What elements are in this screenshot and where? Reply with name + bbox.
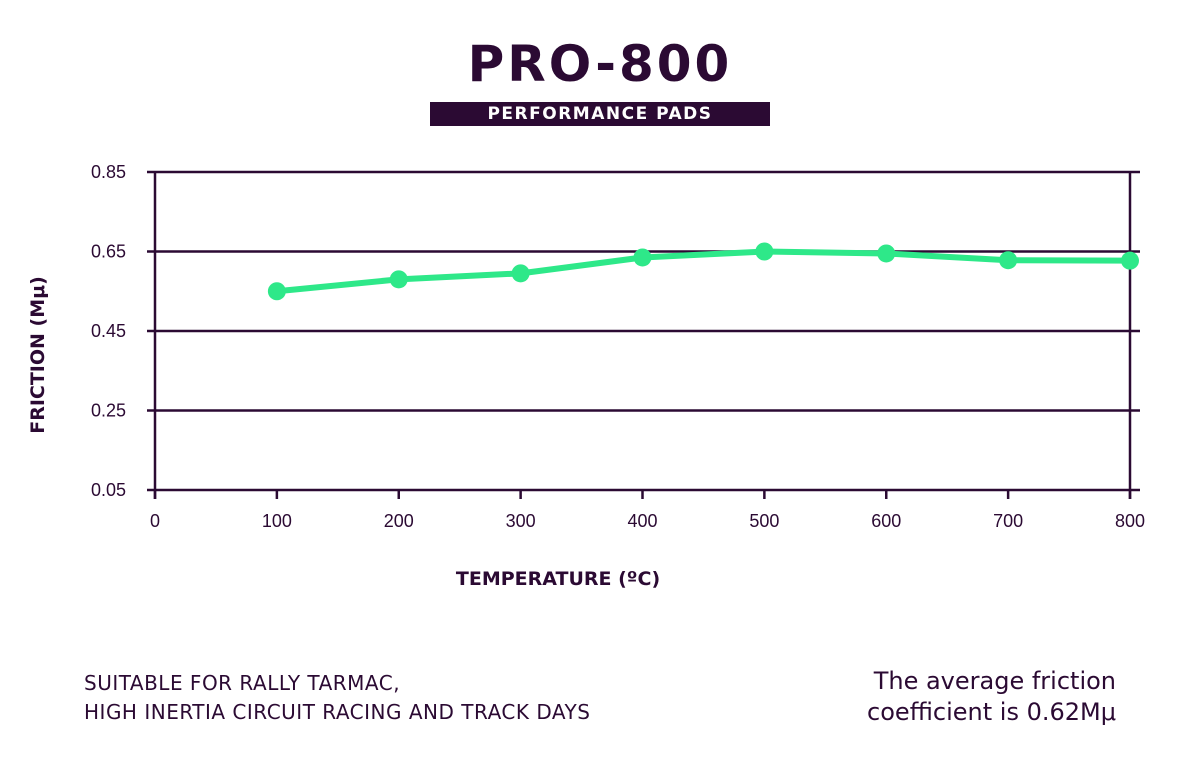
- x-tick-label: 400: [627, 511, 657, 531]
- x-tick-label: 0: [150, 511, 160, 531]
- x-tick-label: 600: [871, 511, 901, 531]
- x-tick-label: 800: [1115, 511, 1145, 531]
- x-tick-label: 300: [506, 511, 536, 531]
- suitability-note: SUITABLE FOR RALLY TARMAC, HIGH INERTIA …: [84, 669, 590, 727]
- y-tick-label: 0.05: [91, 480, 126, 500]
- suitability-line-1: SUITABLE FOR RALLY TARMAC,: [84, 671, 401, 695]
- data-point: [267, 282, 286, 301]
- average-friction-note: The average friction coefficient is 0.62…: [867, 666, 1116, 728]
- data-point: [877, 244, 896, 263]
- y-tick-labels: 0.85 0.65 0.45 0.25 0.05: [91, 162, 126, 500]
- data-point: [1121, 251, 1139, 270]
- suitability-line-2: HIGH INERTIA CIRCUIT RACING AND TRACK DA…: [84, 700, 591, 724]
- y-tick-label: 0.85: [91, 162, 126, 182]
- data-point: [633, 248, 652, 267]
- series-layer: [267, 242, 1139, 301]
- x-tick-label: 500: [749, 511, 779, 531]
- data-point: [389, 270, 408, 289]
- friction-line: [273, 248, 1133, 295]
- brand-title: PRO-800: [467, 35, 733, 93]
- y-axis-label: FRICTION (Mμ): [27, 276, 49, 434]
- data-point: [999, 251, 1018, 270]
- average-friction-line-1: The average friction: [873, 667, 1116, 695]
- x-tick-label: 700: [993, 511, 1023, 531]
- data-point: [511, 264, 530, 283]
- friction-chart: 0.85 0.65 0.45 0.25 0.05 0 100 200 300 400 500 600…: [27, 162, 1145, 590]
- x-axis-label: TEMPERATURE (ºC): [456, 568, 660, 590]
- x-tick-labels: 0 100 200 300 400 500 600 700 800: [150, 511, 1145, 531]
- average-friction-line-2: coefficient is 0.62Mμ: [867, 698, 1116, 726]
- x-tick-label: 200: [384, 511, 414, 531]
- y-tick-label: 0.65: [91, 242, 126, 262]
- data-point: [755, 242, 774, 261]
- grid-lines: [147, 170, 1140, 492]
- x-tick-label: 100: [262, 511, 292, 531]
- y-tick-label: 0.25: [91, 401, 126, 421]
- brand-subtitle: PERFORMANCE PADS: [430, 102, 770, 126]
- y-tick-label: 0.45: [91, 321, 126, 341]
- axes: [153, 172, 1132, 499]
